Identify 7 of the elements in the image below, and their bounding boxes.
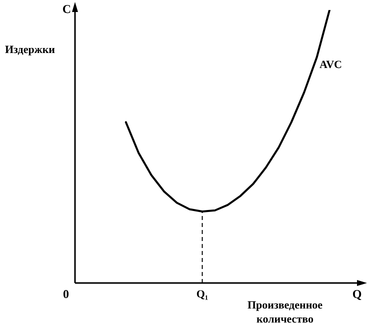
series-label: AVC [320, 58, 342, 71]
y-axis-title: Издержки [5, 44, 56, 56]
text: Q [352, 287, 362, 302]
text: 0 [63, 287, 69, 302]
x-axis-title: Произведенное количество [247, 299, 323, 323]
annotation: Q₁ [196, 288, 208, 300]
text: C [62, 2, 71, 16]
